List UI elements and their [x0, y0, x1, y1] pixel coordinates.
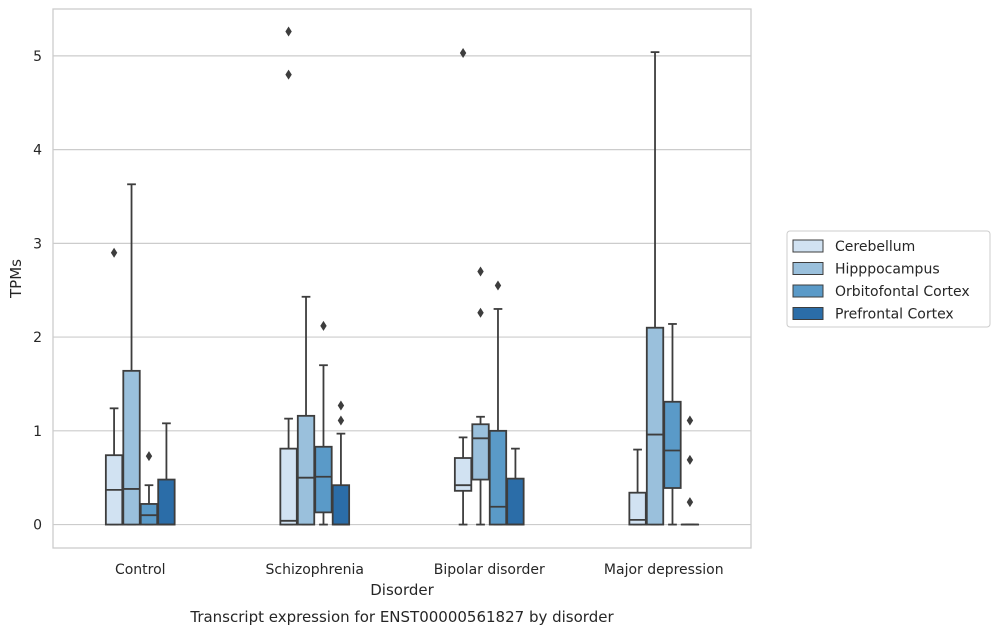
box-3-0	[157, 422, 176, 526]
y-tick-labels: 0 1 2 3 4 5	[33, 49, 42, 534]
box-1-0	[122, 183, 141, 526]
box-iqr	[314, 445, 333, 514]
box-iqr	[139, 503, 159, 526]
box-iqr	[157, 478, 176, 526]
chart-caption: Transcript expression for ENST0000056182…	[189, 608, 614, 626]
outlier-point	[686, 415, 694, 426]
y-tick-label: 1	[33, 424, 42, 440]
y-tick-label: 2	[33, 330, 42, 346]
box-2-2	[488, 280, 508, 526]
x-tick-label: Control	[115, 562, 166, 578]
legend-frame	[786, 230, 991, 328]
box-2-0	[139, 451, 159, 526]
box-2-1	[314, 320, 333, 526]
legend: Cerebellum Hipppocampus Orbitofontal Corte…	[786, 230, 991, 328]
box-1-1	[296, 295, 316, 526]
outlier-point	[320, 320, 327, 331]
legend-label: Cerebellum	[835, 239, 915, 255]
legend-label: Hipppocampus	[835, 262, 940, 278]
box-1-3	[645, 51, 665, 526]
y-tick-label: 5	[33, 49, 42, 65]
outlier-point	[145, 451, 153, 462]
box-iqr	[488, 429, 508, 526]
legend-swatch	[792, 239, 824, 253]
legend-swatch	[792, 284, 824, 298]
outlier-point	[477, 307, 484, 318]
box-1-2	[471, 266, 490, 526]
box-iqr	[296, 414, 316, 526]
outlier-point	[337, 415, 345, 426]
y-tick-label: 0	[33, 518, 42, 534]
outlier-point	[494, 280, 502, 291]
box-layer	[104, 26, 700, 526]
box-3-2	[506, 447, 525, 526]
plot-frame	[52, 8, 752, 549]
box-0-3	[628, 448, 647, 526]
y-tick-label: 4	[33, 143, 42, 159]
outlier-point	[285, 26, 292, 37]
legend-swatch	[792, 262, 824, 275]
outlier-point	[686, 454, 694, 465]
outlier-point	[110, 247, 118, 258]
box-0-0	[104, 247, 124, 526]
x-tick-label: Bipolar disorder	[434, 562, 545, 578]
box-iqr	[628, 491, 647, 526]
box-iqr	[122, 369, 141, 526]
outlier-point	[285, 69, 292, 80]
outlier-point	[459, 48, 467, 59]
legend-label: Prefrontal Cortex	[835, 307, 954, 323]
x-tick-label: Schizophrenia	[266, 562, 364, 578]
x-tick-label: Major depression	[604, 562, 724, 578]
box-2-3	[663, 323, 682, 526]
box-3-1	[331, 400, 351, 526]
y-axis-label: TPMs	[7, 259, 25, 299]
legend-swatch	[792, 307, 824, 320]
x-tick-labels: Control Schizophrenia Bipolar disorder Majo…	[115, 562, 724, 578]
box-iqr	[663, 400, 682, 489]
box-iqr	[279, 447, 298, 526]
legend-label: Orbitofontal Cortex	[835, 284, 970, 300]
box-0-1	[279, 26, 298, 526]
box-iqr	[506, 477, 525, 526]
box-3-3	[680, 415, 700, 526]
x-axis-label: Disorder	[370, 581, 434, 599]
box-0-2	[453, 48, 473, 526]
box-iqr	[453, 457, 473, 492]
box-iqr	[645, 326, 665, 526]
y-tick-label: 3	[33, 236, 42, 252]
outlier-point	[686, 497, 694, 508]
outlier-point	[337, 400, 345, 411]
box-iqr	[331, 484, 351, 526]
outlier-point	[477, 266, 484, 277]
box-iqr	[471, 423, 490, 481]
